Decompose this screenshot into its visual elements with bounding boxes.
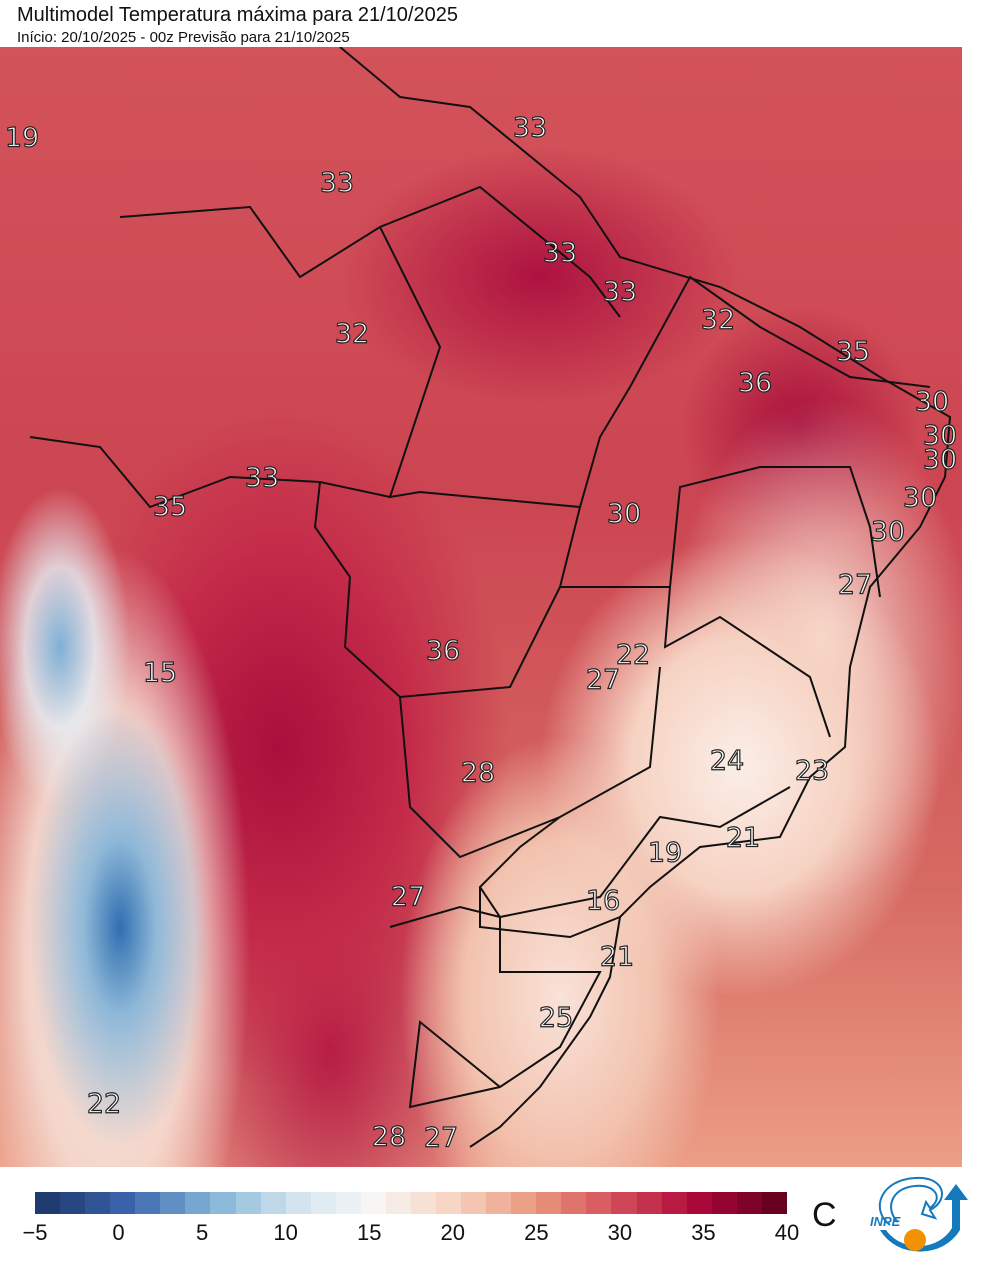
colorbar-segment bbox=[611, 1192, 637, 1214]
map-label: 21 bbox=[725, 822, 761, 854]
map-label: 30 bbox=[870, 516, 906, 548]
colorbar-segment bbox=[461, 1192, 487, 1214]
map-label: 27 bbox=[837, 569, 873, 601]
colorbar-segment bbox=[235, 1192, 261, 1214]
colorbar-segment bbox=[310, 1192, 336, 1214]
colorbar-segment bbox=[110, 1192, 136, 1214]
map-label: 27 bbox=[585, 664, 621, 696]
temperature-map: 19 33 33 33 33 32 32 35 36 30 30 30 30 3… bbox=[0, 47, 962, 1167]
logo-text: INPE bbox=[870, 1214, 901, 1229]
colorbar-segment bbox=[561, 1192, 587, 1214]
map-label: 32 bbox=[334, 318, 370, 350]
colorbar-segment bbox=[736, 1192, 762, 1214]
colorbar-tick-label: 40 bbox=[774, 1220, 800, 1245]
colorbar-tick-label: −5 bbox=[22, 1220, 48, 1245]
map-label: 19 bbox=[4, 122, 40, 154]
colorbar-tick-label: 5 bbox=[195, 1220, 209, 1245]
colorbar-tick-label: 20 bbox=[440, 1220, 466, 1245]
state-border bbox=[560, 466, 881, 738]
map-label: 30 bbox=[922, 444, 958, 476]
map-label: 33 bbox=[602, 276, 638, 308]
map-label: 23 bbox=[794, 755, 830, 787]
map-label: 22 bbox=[615, 639, 651, 671]
colorbar-segment bbox=[761, 1192, 787, 1214]
map-title: Multimodel Temperatura máxima para 21/10… bbox=[17, 4, 458, 26]
colorbar-segment bbox=[711, 1192, 737, 1214]
colorbar-segment bbox=[35, 1192, 61, 1214]
colorbar-unit: C bbox=[812, 1196, 837, 1234]
state-border bbox=[399, 666, 791, 919]
colorbar-segment bbox=[185, 1192, 211, 1214]
colorbar-segment bbox=[511, 1192, 537, 1214]
state-border bbox=[119, 185, 931, 509]
map-label: 30 bbox=[606, 498, 642, 530]
colorbar-segment bbox=[210, 1192, 236, 1214]
map-subtitle: Início: 20/10/2025 - 00z Previsão para 2… bbox=[17, 29, 350, 46]
state-border bbox=[29, 436, 581, 699]
state-border bbox=[389, 887, 621, 1109]
colorbar-tick-label: 30 bbox=[607, 1220, 633, 1245]
map-label: 36 bbox=[737, 367, 773, 399]
map-label: 30 bbox=[914, 386, 950, 418]
map-label: 28 bbox=[371, 1121, 407, 1153]
colorbar bbox=[35, 1192, 787, 1214]
map-label: 30 bbox=[902, 482, 938, 514]
colorbar-segment bbox=[410, 1192, 436, 1214]
colorbar-segment bbox=[536, 1192, 562, 1214]
colorbar-segment bbox=[661, 1192, 687, 1214]
colorbar-segment bbox=[60, 1192, 86, 1214]
map-label: 36 bbox=[425, 635, 461, 667]
colorbar-segment bbox=[436, 1192, 462, 1214]
colorbar-segment bbox=[135, 1192, 161, 1214]
map-label: 35 bbox=[835, 336, 871, 368]
map-label: 35 bbox=[152, 491, 188, 523]
colorbar-segment bbox=[285, 1192, 311, 1214]
map-label: 19 bbox=[647, 837, 683, 869]
coastline bbox=[339, 47, 952, 1148]
map-label: 33 bbox=[512, 112, 548, 144]
map-label: 22 bbox=[86, 1088, 122, 1120]
colorbar-segment bbox=[686, 1192, 712, 1214]
map-label: 16 bbox=[585, 885, 621, 917]
colorbar-segment bbox=[335, 1192, 361, 1214]
colorbar-segment bbox=[636, 1192, 662, 1214]
colorbar-segment bbox=[85, 1192, 111, 1214]
map-label: 28 bbox=[460, 757, 496, 789]
map-label: 30 bbox=[922, 420, 958, 452]
colorbar-tick-label: 15 bbox=[356, 1220, 382, 1245]
colorbar-segment bbox=[360, 1192, 386, 1214]
map-label: 24 bbox=[709, 745, 745, 777]
map-label: 15 bbox=[142, 657, 178, 689]
map-label: 33 bbox=[244, 462, 280, 494]
colorbar-tick-label: 10 bbox=[273, 1220, 298, 1245]
colorbar-segment bbox=[486, 1192, 512, 1214]
map-label: 27 bbox=[390, 881, 426, 913]
colorbar-tick-label: 25 bbox=[524, 1220, 549, 1245]
map-label: 27 bbox=[423, 1122, 459, 1154]
map-label: 32 bbox=[700, 304, 736, 336]
inpe-logo: INPE bbox=[870, 1176, 968, 1252]
colorbar-segment bbox=[260, 1192, 286, 1214]
state-borders bbox=[29, 47, 952, 1148]
colorbar-tick-label: 0 bbox=[112, 1220, 125, 1245]
map-label: 21 bbox=[599, 941, 635, 973]
colorbar-tick-label: 35 bbox=[691, 1220, 716, 1245]
colorbar-segment bbox=[160, 1192, 186, 1214]
map-label: 33 bbox=[542, 237, 578, 269]
map-label: 25 bbox=[538, 1002, 574, 1034]
map-label: 33 bbox=[319, 167, 355, 199]
colorbar-segment bbox=[586, 1192, 612, 1214]
colorbar-segment bbox=[385, 1192, 411, 1214]
